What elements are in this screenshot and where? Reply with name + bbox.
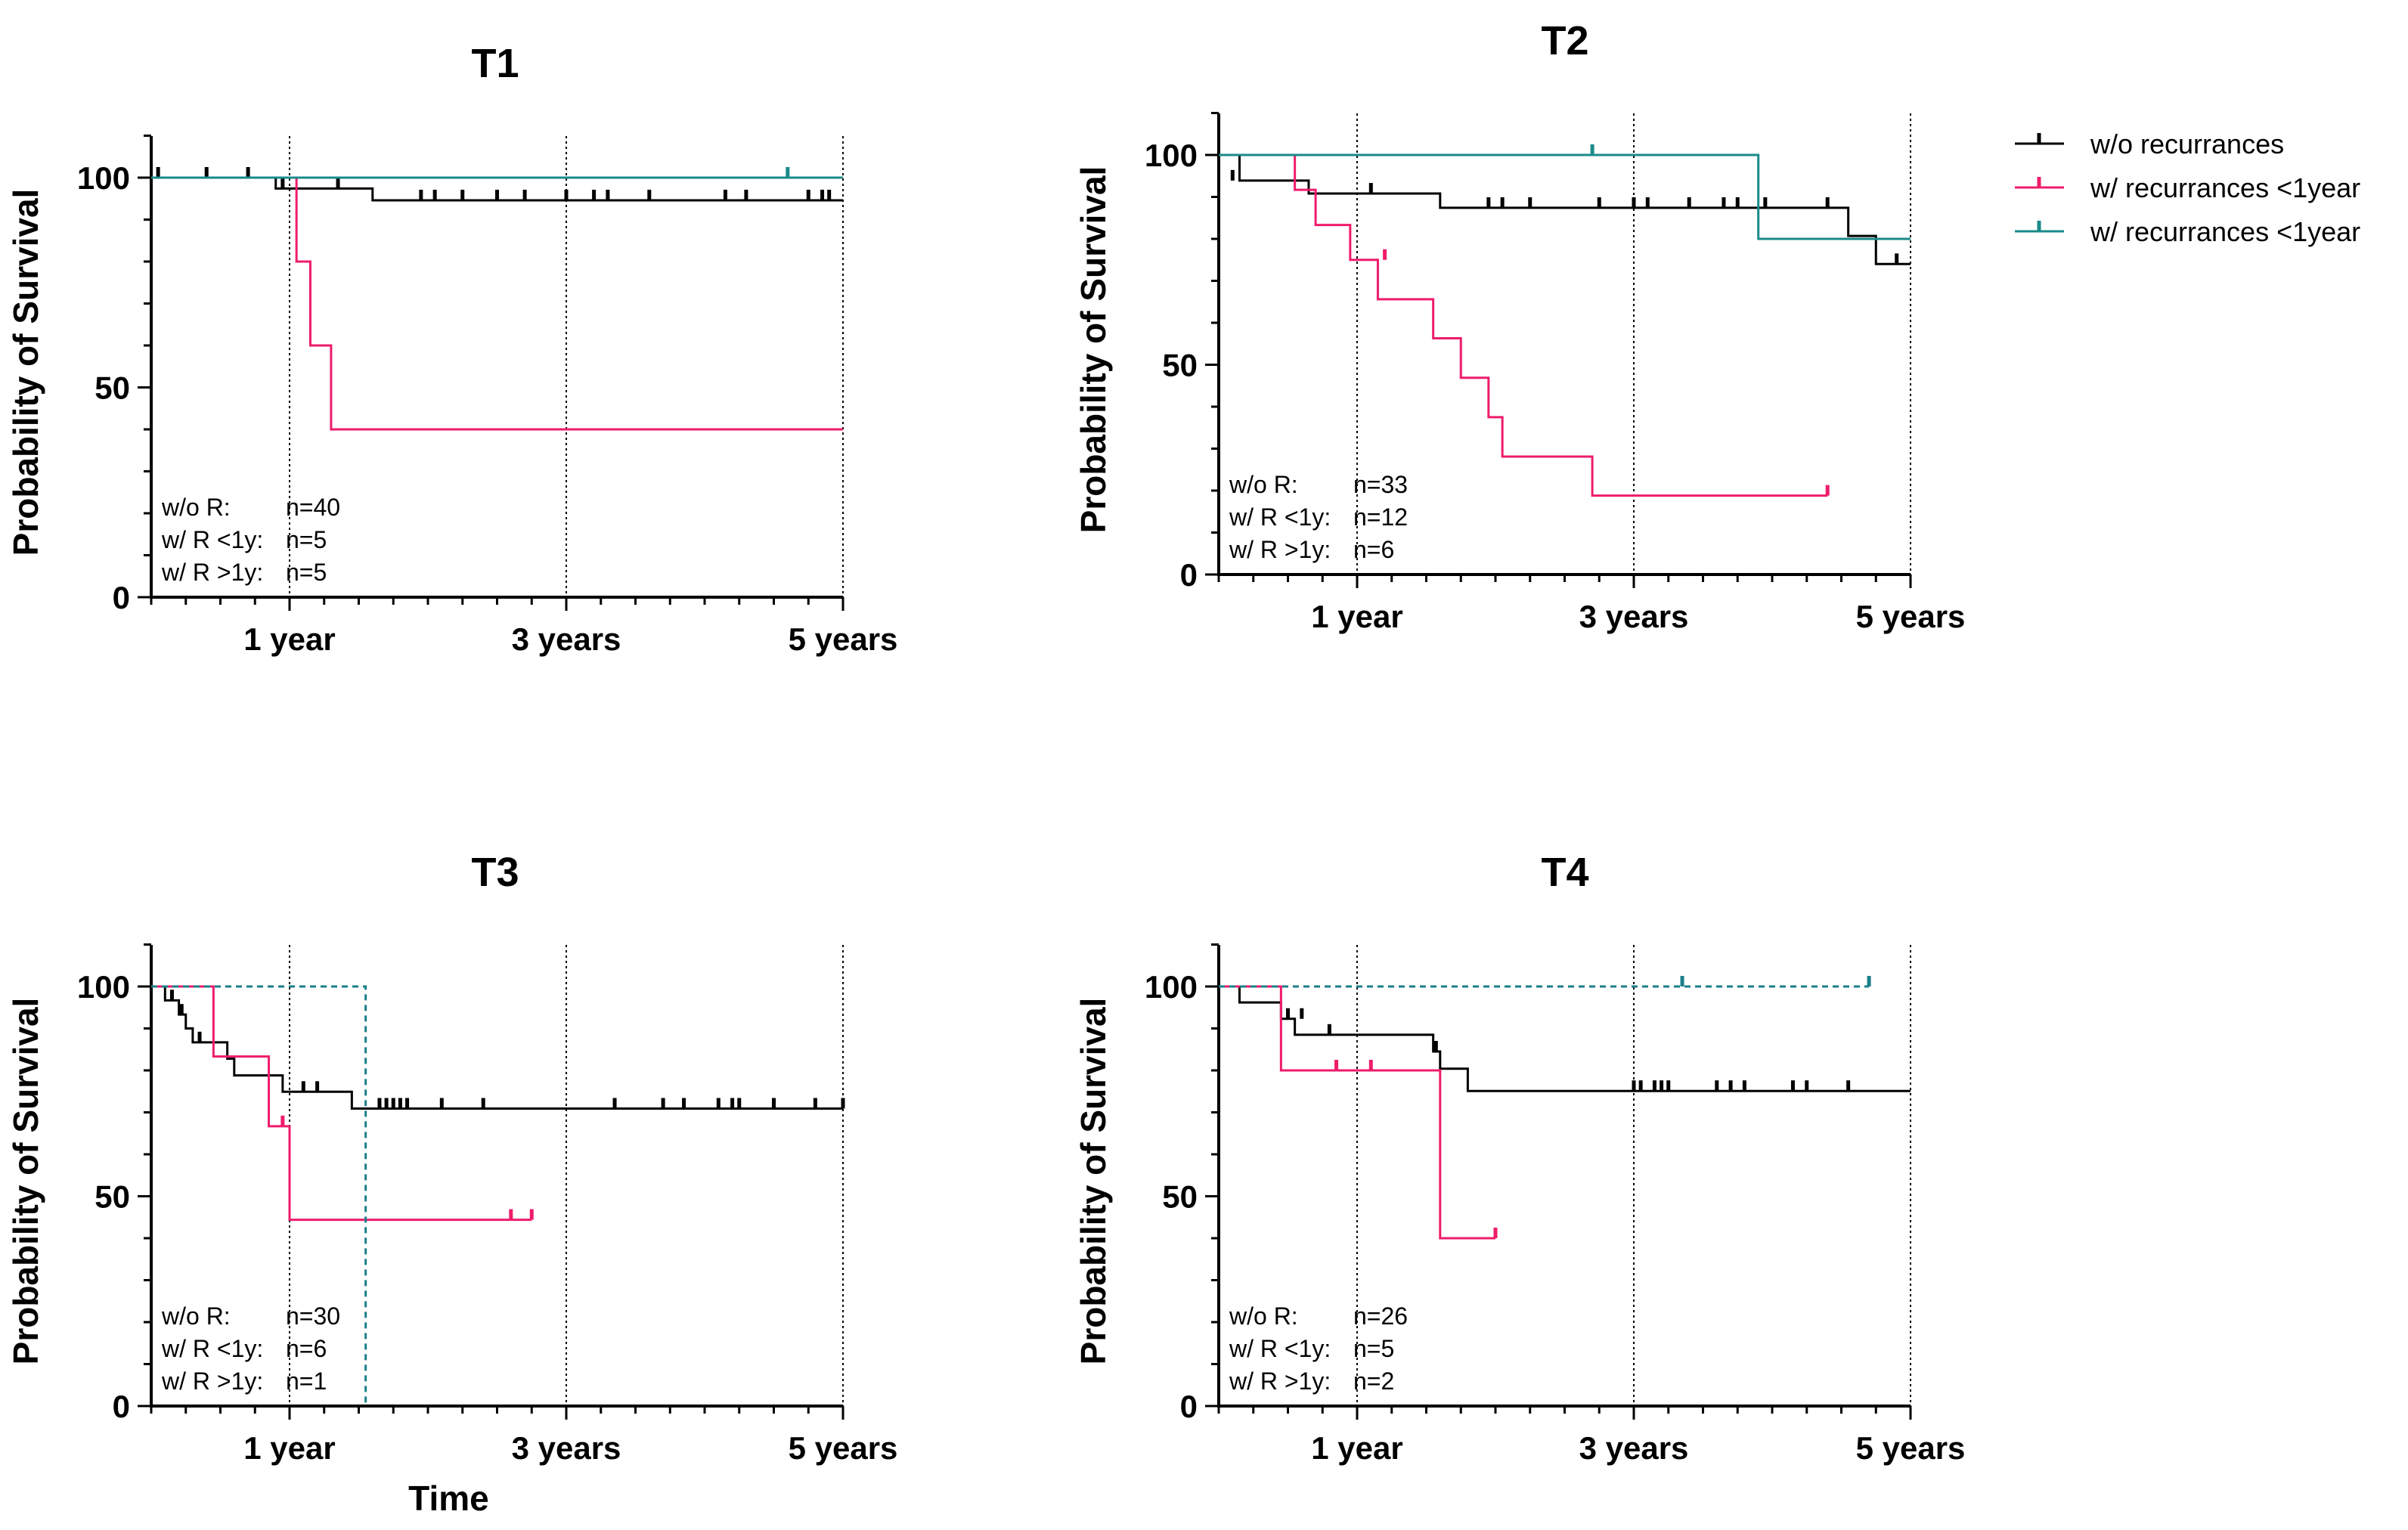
x-tick-label: 3 years bbox=[1579, 599, 1689, 634]
km-curve-1 bbox=[1219, 985, 1911, 1092]
km-curve-3 bbox=[1219, 153, 1911, 240]
chart-panel-4: T4 0 50 100 1 year 3 years 5 years Probability … bbox=[1074, 850, 1965, 1466]
annotation-value: n=6 bbox=[286, 1335, 327, 1362]
y-tick-label: 100 bbox=[77, 969, 130, 1005]
y-axis-label: Probability of Survival bbox=[1074, 998, 1113, 1365]
y-tick-label: 100 bbox=[1145, 138, 1198, 173]
y-tick-label: 50 bbox=[1162, 348, 1198, 383]
annotation-value: n=40 bbox=[286, 494, 340, 521]
y-tick-label: 100 bbox=[1145, 969, 1198, 1005]
x-tick-label: 1 year bbox=[243, 621, 335, 657]
annotation-label: w/ R >1y: bbox=[161, 559, 263, 586]
chart-panel-1: T1 0 50 100 1 year 3 years 5 years Probability … bbox=[6, 41, 897, 657]
km-curve-2 bbox=[1219, 985, 1495, 1240]
km-curve-2 bbox=[1219, 153, 1828, 497]
annotation-value: n=5 bbox=[286, 526, 327, 553]
chart-panel-3: T3 0 50 100 1 year 3 years 5 years Probability … bbox=[6, 850, 897, 1518]
x-axis-label: Time bbox=[408, 1479, 489, 1518]
x-tick-label: 3 years bbox=[512, 621, 621, 657]
annotation-label: w/ R <1y: bbox=[1229, 1335, 1331, 1362]
annotation-label: w/o R: bbox=[161, 494, 231, 521]
legend-item-0: w/o recurrances bbox=[2015, 129, 2284, 160]
x-tick-label: 3 years bbox=[512, 1430, 621, 1466]
annotation-label: w/ R >1y: bbox=[1229, 536, 1331, 563]
annotation-label: w/ R <1y: bbox=[161, 1335, 263, 1362]
annotation-label: w/ R <1y: bbox=[161, 526, 263, 553]
annotation-label: w/ R >1y: bbox=[1229, 1367, 1331, 1395]
km-curve-2 bbox=[151, 985, 532, 1222]
x-tick-label: 5 years bbox=[789, 621, 898, 657]
y-tick-label: 0 bbox=[113, 1389, 130, 1424]
y-axis-label: Probability of Survival bbox=[6, 189, 45, 556]
annotation-label: w/ R <1y: bbox=[1229, 503, 1331, 531]
y-axis-label: Probability of Survival bbox=[1074, 166, 1113, 534]
km-curve-3 bbox=[151, 985, 367, 1406]
annotation-value: n=26 bbox=[1353, 1302, 1408, 1330]
annotation-label: w/ R >1y: bbox=[161, 1367, 263, 1395]
legend-label-2: w/ recurrances <1year bbox=[2090, 216, 2360, 247]
x-tick-label: 1 year bbox=[243, 1430, 335, 1466]
chart-title: T1 bbox=[471, 41, 519, 86]
km-curve-1 bbox=[151, 985, 843, 1110]
x-tick-label: 1 year bbox=[1311, 599, 1402, 634]
annotation-value: n=5 bbox=[1353, 1335, 1394, 1362]
y-axis-label: Probability of Survival bbox=[6, 998, 45, 1365]
x-tick-label: 5 years bbox=[1856, 1430, 1966, 1466]
legend-label-0: w/o recurrances bbox=[2090, 129, 2284, 160]
chart-panel-2: T2 0 50 100 1 year 3 years 5 years Probability … bbox=[1074, 18, 1965, 634]
annotation-label: w/o R: bbox=[161, 1302, 231, 1330]
y-tick-label: 100 bbox=[77, 160, 130, 196]
x-tick-label: 3 years bbox=[1579, 1430, 1689, 1466]
x-tick-label: 5 years bbox=[789, 1430, 898, 1466]
legend-label-1: w/ recurrances <1year bbox=[2090, 172, 2360, 203]
chart-title: T3 bbox=[471, 850, 519, 895]
annotation-value: n=30 bbox=[286, 1302, 340, 1330]
km-curve-2 bbox=[151, 176, 843, 431]
km-curve-1 bbox=[1219, 153, 1911, 265]
chart-title: T2 bbox=[1541, 18, 1588, 63]
annotation-value: n=6 bbox=[1353, 536, 1394, 563]
y-tick-label: 50 bbox=[95, 1179, 130, 1215]
annotation-value: n=12 bbox=[1353, 503, 1408, 531]
annotation-value: n=5 bbox=[286, 559, 327, 586]
y-tick-label: 0 bbox=[113, 580, 130, 615]
legend: w/o recurrances w/ recurrances <1year w/… bbox=[2015, 129, 2360, 247]
x-tick-label: 1 year bbox=[1311, 1430, 1402, 1466]
y-tick-label: 0 bbox=[1180, 1389, 1198, 1424]
chart-title: T4 bbox=[1541, 850, 1588, 895]
annotation-label: w/o R: bbox=[1229, 1302, 1298, 1330]
annotation-value: n=2 bbox=[1353, 1367, 1394, 1395]
annotation-value: n=1 bbox=[286, 1367, 327, 1395]
y-tick-label: 0 bbox=[1180, 557, 1198, 593]
annotation-value: n=33 bbox=[1353, 471, 1408, 498]
legend-item-1: w/ recurrances <1year bbox=[2015, 172, 2360, 203]
legend-item-2: w/ recurrances <1year bbox=[2015, 216, 2360, 247]
y-tick-label: 50 bbox=[1162, 1179, 1198, 1215]
annotation-label: w/o R: bbox=[1229, 471, 1298, 498]
x-tick-label: 5 years bbox=[1856, 599, 1966, 634]
y-tick-label: 50 bbox=[95, 370, 130, 406]
